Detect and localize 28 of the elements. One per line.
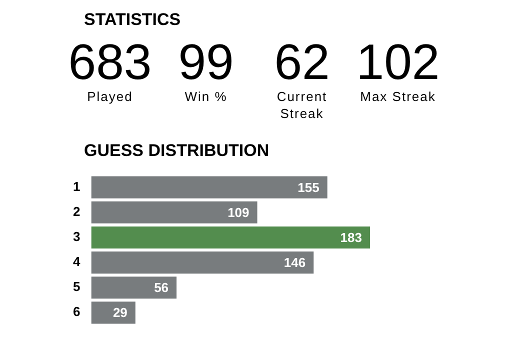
data-label: 102	[355, 34, 441, 90]
data-label: 109	[228, 204, 250, 220]
bar	[91, 302, 136, 324]
data-label: 62	[273, 34, 331, 90]
data-label: 29	[112, 305, 128, 320]
y-tick-label: 5	[72, 279, 80, 294]
category-label: Win %	[184, 88, 228, 105]
y-tick-label: 3	[72, 229, 80, 244]
bar	[91, 252, 314, 274]
y-tick-label: 2	[72, 204, 80, 219]
bar	[91, 201, 258, 224]
data-label: 183	[340, 230, 362, 246]
data-label: 155	[298, 180, 320, 195]
category-label: Played	[86, 88, 134, 105]
bar	[91, 276, 177, 299]
text: STATISTICS	[84, 10, 181, 30]
data-label: 99	[177, 34, 235, 90]
y-tick-label: 1	[72, 178, 80, 194]
chart-title: GUESS DISTRIBUTION	[84, 141, 270, 161]
data-label: 683	[67, 34, 153, 90]
bar	[91, 226, 370, 248]
data-label: 146	[284, 255, 306, 270]
y-tick-label: 6	[72, 304, 80, 320]
category-label: Current Streak	[276, 88, 328, 122]
y-tick-label: 4	[72, 254, 81, 270]
data-label: 56	[154, 280, 169, 296]
category-label: Max Streak	[359, 88, 437, 105]
bar	[91, 176, 328, 198]
